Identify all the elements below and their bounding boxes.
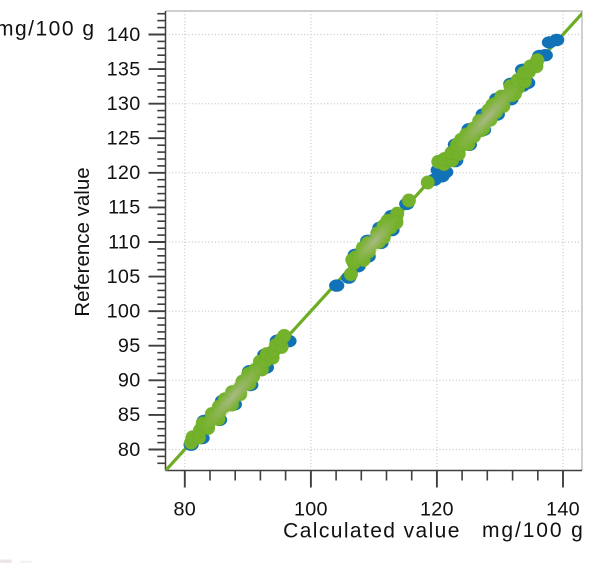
svg-text:95: 95 (118, 335, 141, 357)
svg-text:120: 120 (420, 498, 454, 520)
svg-text:100: 100 (107, 301, 141, 323)
svg-text:130: 130 (107, 93, 141, 115)
svg-text:100: 100 (294, 498, 328, 520)
svg-text:90: 90 (118, 370, 141, 392)
svg-text:135: 135 (107, 58, 141, 80)
svg-text:140: 140 (107, 24, 141, 46)
svg-text:85: 85 (118, 404, 141, 426)
svg-text:mg/100 g: mg/100 g (482, 519, 585, 542)
svg-text:140: 140 (546, 498, 580, 520)
svg-text:Calculated value: Calculated value (283, 520, 461, 543)
svg-text:125: 125 (107, 128, 141, 150)
svg-text:mg/100 g: mg/100 g (0, 18, 96, 41)
svg-text:120: 120 (107, 162, 141, 184)
svg-text:105: 105 (107, 266, 141, 288)
svg-text:Reference value: Reference value (71, 167, 94, 316)
svg-text:110: 110 (108, 231, 140, 253)
svg-text:115: 115 (108, 197, 140, 219)
svg-text:80: 80 (173, 498, 196, 520)
svg-text:80: 80 (118, 439, 141, 461)
